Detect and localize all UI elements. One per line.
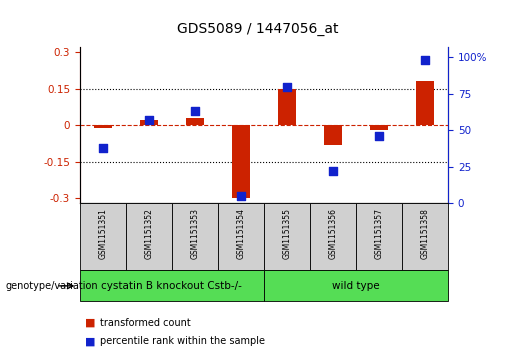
Point	[283, 84, 291, 90]
Text: GSM1151355: GSM1151355	[282, 208, 291, 259]
Text: genotype/variation: genotype/variation	[5, 281, 98, 291]
Text: GSM1151358: GSM1151358	[421, 208, 430, 259]
Bar	[324, 125, 342, 145]
Bar	[370, 125, 388, 130]
Bar	[264, 270, 448, 301]
Bar	[232, 125, 250, 199]
Bar	[278, 89, 296, 125]
Text: GSM1151352: GSM1151352	[144, 208, 153, 259]
Text: GSM1151357: GSM1151357	[374, 208, 384, 259]
Bar	[186, 118, 204, 125]
Text: GSM1151354: GSM1151354	[236, 208, 246, 259]
Text: ■: ■	[85, 336, 95, 346]
Bar	[172, 203, 218, 270]
Point	[421, 57, 429, 63]
Point	[191, 109, 199, 114]
Text: transformed count: transformed count	[100, 318, 191, 328]
Point	[329, 168, 337, 174]
Bar	[80, 203, 126, 270]
Text: wild type: wild type	[332, 281, 380, 291]
Bar	[218, 203, 264, 270]
Bar	[126, 203, 172, 270]
Bar	[310, 203, 356, 270]
Bar	[264, 203, 310, 270]
Point	[375, 133, 383, 139]
Point	[237, 193, 245, 199]
Text: ■: ■	[85, 318, 95, 328]
Text: GSM1151351: GSM1151351	[98, 208, 107, 259]
Bar	[94, 125, 112, 128]
Point	[99, 145, 107, 151]
Point	[145, 117, 153, 123]
Bar	[80, 270, 264, 301]
Bar	[402, 203, 448, 270]
Bar	[140, 121, 158, 125]
Text: GSM1151353: GSM1151353	[191, 208, 199, 259]
Bar	[416, 81, 434, 125]
Bar	[356, 203, 402, 270]
Text: GDS5089 / 1447056_at: GDS5089 / 1447056_at	[177, 22, 338, 36]
Text: cystatin B knockout Cstb-/-: cystatin B knockout Cstb-/-	[101, 281, 243, 291]
Text: percentile rank within the sample: percentile rank within the sample	[100, 336, 265, 346]
Text: GSM1151356: GSM1151356	[329, 208, 337, 259]
